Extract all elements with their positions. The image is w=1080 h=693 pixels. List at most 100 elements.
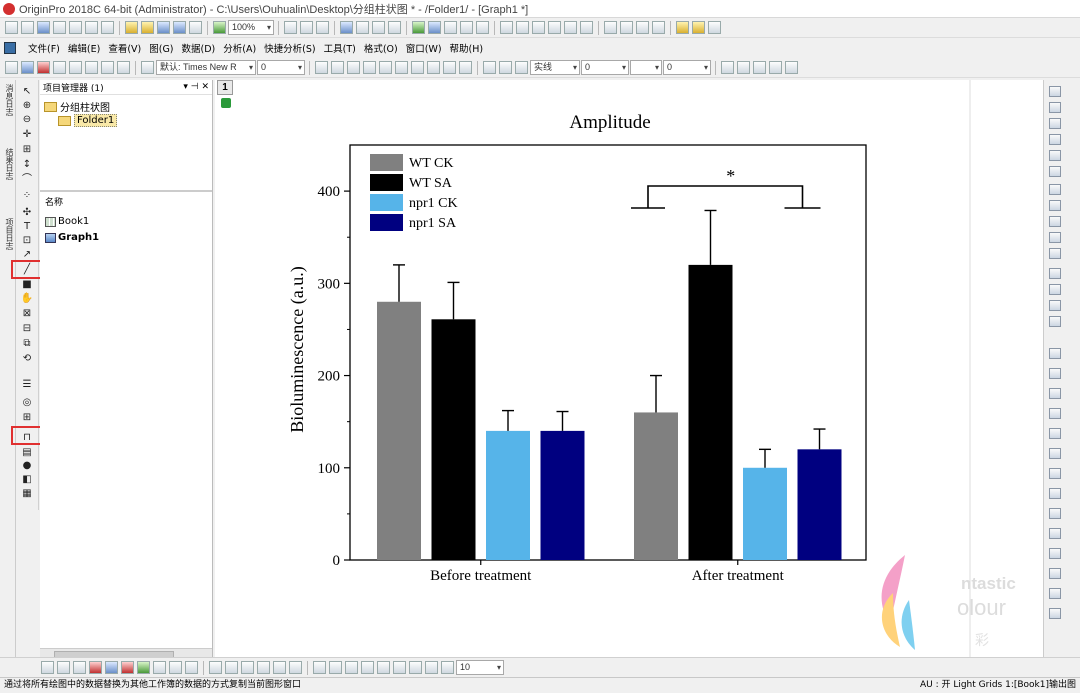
underline-icon[interactable] [347,61,360,74]
scale-bar-tool-icon[interactable]: ◧ [22,474,32,485]
link-icon[interactable] [1049,488,1061,499]
z-rotate-icon[interactable] [441,661,454,674]
panel-controls[interactable]: ▾ ⊣ ✕ [183,82,209,92]
pan-tool-icon[interactable]: ✋ [20,293,34,304]
pie-plot-icon[interactable] [85,61,98,74]
results-log-icon[interactable] [356,21,369,34]
move-frame-icon[interactable] [393,661,406,674]
layer-tool-icon[interactable]: ⧉ [23,338,31,349]
insert-chart-tool-icon[interactable]: ⊞ [22,412,32,423]
align-bottom-icon[interactable] [1049,232,1061,243]
zoom-out-tool-icon[interactable]: ⊖ [22,114,32,125]
menu-view[interactable]: 查看(V) [108,44,142,55]
resize-frame-icon[interactable] [377,661,390,674]
align-top-icon[interactable] [1049,216,1061,227]
plot-contour-icon[interactable] [257,661,270,674]
bracket-tool-icon[interactable]: ⊓ [23,432,31,443]
align-left-icon[interactable] [1049,184,1061,195]
superscript-icon[interactable] [363,61,376,74]
plot-polar-icon[interactable] [153,661,166,674]
layer-icon[interactable] [444,21,457,34]
insert-equation-tool-icon[interactable]: ◎ [22,397,32,408]
copy-format-icon[interactable] [1049,608,1061,619]
data-selector-tool-icon[interactable]: ↕ [22,159,32,170]
plot-stack-icon[interactable] [105,661,118,674]
insert-image-tool-icon[interactable]: ⊡ [22,235,32,246]
insert-graph-tool-icon[interactable]: ⊟ [22,323,32,334]
bar-plot-icon[interactable] [53,61,66,74]
menu-gadgets[interactable]: 快捷分析(S) [264,44,316,55]
menu-analysis[interactable]: 分析(A) [223,44,257,55]
list-header-name[interactable]: 名称 [45,198,64,208]
same-size-icon[interactable] [1049,268,1061,279]
plot-line-symbol-icon[interactable] [73,661,86,674]
zoom-select[interactable]: 100% [228,20,274,35]
graph-doc-icon[interactable] [4,42,16,54]
arrow-icon[interactable] [753,61,766,74]
axis-icon[interactable] [1049,86,1061,97]
arrange-icon[interactable] [1049,508,1061,519]
rotate-3d-icon[interactable] [313,661,326,674]
subscript-icon[interactable] [379,61,392,74]
menu-format[interactable]: 格式(O) [363,44,398,55]
draft-icon[interactable] [1049,568,1061,579]
save-template-icon[interactable] [173,21,186,34]
font-color-icon[interactable] [459,61,472,74]
tick-icon[interactable] [1049,166,1061,177]
theme-icon[interactable] [692,21,705,34]
new-notes-icon[interactable] [101,21,114,34]
graph-window-icon[interactable] [428,21,441,34]
merge-graph-icon[interactable] [1049,388,1061,399]
statistics-icon[interactable] [532,21,545,34]
extract-icon[interactable] [1049,408,1061,419]
align-icon[interactable] [443,61,456,74]
symbol-size-select[interactable]: 0 [663,60,711,75]
rescale-icon[interactable] [476,21,489,34]
font-size-select[interactable]: 0 [257,60,305,75]
color-scale-tool-icon[interactable]: ● [22,460,32,471]
pointer-tool-icon[interactable]: ↖ [22,86,32,97]
set-values-icon[interactable] [564,21,577,34]
column-plot-icon[interactable] [37,61,50,74]
border-icon[interactable] [737,61,750,74]
line-style-select[interactable]: 实线 [530,60,580,75]
x-rotate-icon[interactable] [409,661,422,674]
plot-ternary-icon[interactable] [169,661,182,674]
distribute-icon[interactable] [1049,248,1061,259]
tree-root[interactable]: 分组柱状图 [44,99,110,114]
tab-message-log[interactable]: 消息日志 [5,84,14,116]
lock-icon[interactable] [221,98,231,108]
perspective-icon[interactable] [345,661,358,674]
open-icon[interactable] [125,21,138,34]
import-icon[interactable] [189,21,202,34]
reset-3d-icon[interactable] [361,661,374,674]
script-window-icon[interactable] [372,21,385,34]
project-explorer-icon[interactable] [340,21,353,34]
copy-page-icon[interactable] [300,21,313,34]
new-graph-icon[interactable] [37,21,50,34]
annotation-tool-icon[interactable]: ✣ [22,207,32,218]
tree-folder1[interactable]: Folder1 [58,114,118,127]
line-tool-icon[interactable]: ╱ [23,264,31,275]
swap-icon[interactable] [1049,448,1061,459]
line-plot-icon[interactable] [21,61,34,74]
layer-content-icon[interactable] [1049,368,1061,379]
bold-icon[interactable] [315,61,328,74]
text-tool-icon[interactable]: T [23,221,31,232]
scatter-plot-icon[interactable] [69,61,82,74]
y-rotate-icon[interactable] [425,661,438,674]
pattern-icon[interactable] [499,61,512,74]
group-icon[interactable] [1049,316,1061,327]
new-matrix-icon[interactable] [53,21,66,34]
next-icon[interactable] [636,21,649,34]
list-item-book1[interactable]: Book1 [45,216,89,227]
area-plot-icon[interactable] [101,61,114,74]
font-select[interactable]: 默认: Times New R [156,60,256,75]
zoom-in-tool-icon[interactable]: ⊕ [22,100,32,111]
menu-help[interactable]: 帮助(H) [449,44,484,55]
plot-heatmap-icon[interactable] [273,661,286,674]
region-tool-icon[interactable]: ⌒ [22,174,32,185]
split-icon[interactable] [785,61,798,74]
increase-font-icon[interactable] [411,61,424,74]
contour-plot-icon[interactable] [117,61,130,74]
